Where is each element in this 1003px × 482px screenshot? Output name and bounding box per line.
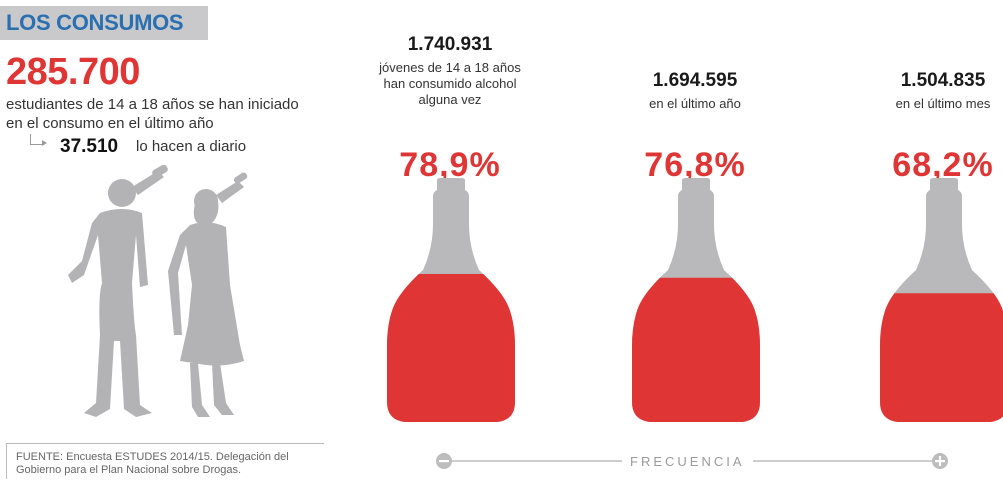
bottle-liquid-bar xyxy=(387,273,515,422)
frequency-label: FRECUENCIA xyxy=(622,454,753,469)
bottle-liquid-bar xyxy=(632,277,760,422)
bottle-description: en el último año xyxy=(649,96,741,111)
bottle-icon xyxy=(387,178,515,422)
new-consumers-description: estudiantes de 14 a 18 años se han inici… xyxy=(6,96,299,132)
bottle-liquid-bar xyxy=(880,293,1003,422)
frequency-axis xyxy=(436,453,948,469)
bottle-percent-label: 68,2% xyxy=(892,146,994,184)
bottle-count: 1.694.595 xyxy=(652,70,738,91)
man-silhouette-icon xyxy=(68,165,168,417)
bottle-description: en el último mes xyxy=(895,96,991,111)
bottle-icon xyxy=(880,178,1003,422)
arrow-icon xyxy=(30,134,43,145)
drinking-people-illustration xyxy=(68,165,248,417)
bottle-description: jóvenes de 14 a 18 años han consumido al… xyxy=(379,60,521,107)
source-note: FUENTE: Encuesta ESTUDES 2014/15. Delega… xyxy=(6,443,324,479)
woman-silhouette-icon xyxy=(168,172,248,417)
bottle-count: 1.504.835 xyxy=(900,70,986,91)
bottle-percent-label: 76,8% xyxy=(644,146,746,184)
daily-consumers-label: lo hacen a diario xyxy=(136,138,247,155)
minus-icon xyxy=(436,453,452,469)
arrow-head-icon xyxy=(42,140,47,146)
bottle-percent-label: 78,9% xyxy=(399,146,501,184)
daily-consumers-number: 37.510 xyxy=(60,136,119,157)
page-title: LOS CONSUMOS xyxy=(6,10,184,35)
bottle-icon xyxy=(632,178,760,422)
title-banner: LOS CONSUMOS xyxy=(0,6,208,40)
new-consumers-number: 285.700 xyxy=(6,51,140,93)
plus-icon xyxy=(932,453,948,469)
bottle-count: 1.740.931 xyxy=(407,34,493,55)
